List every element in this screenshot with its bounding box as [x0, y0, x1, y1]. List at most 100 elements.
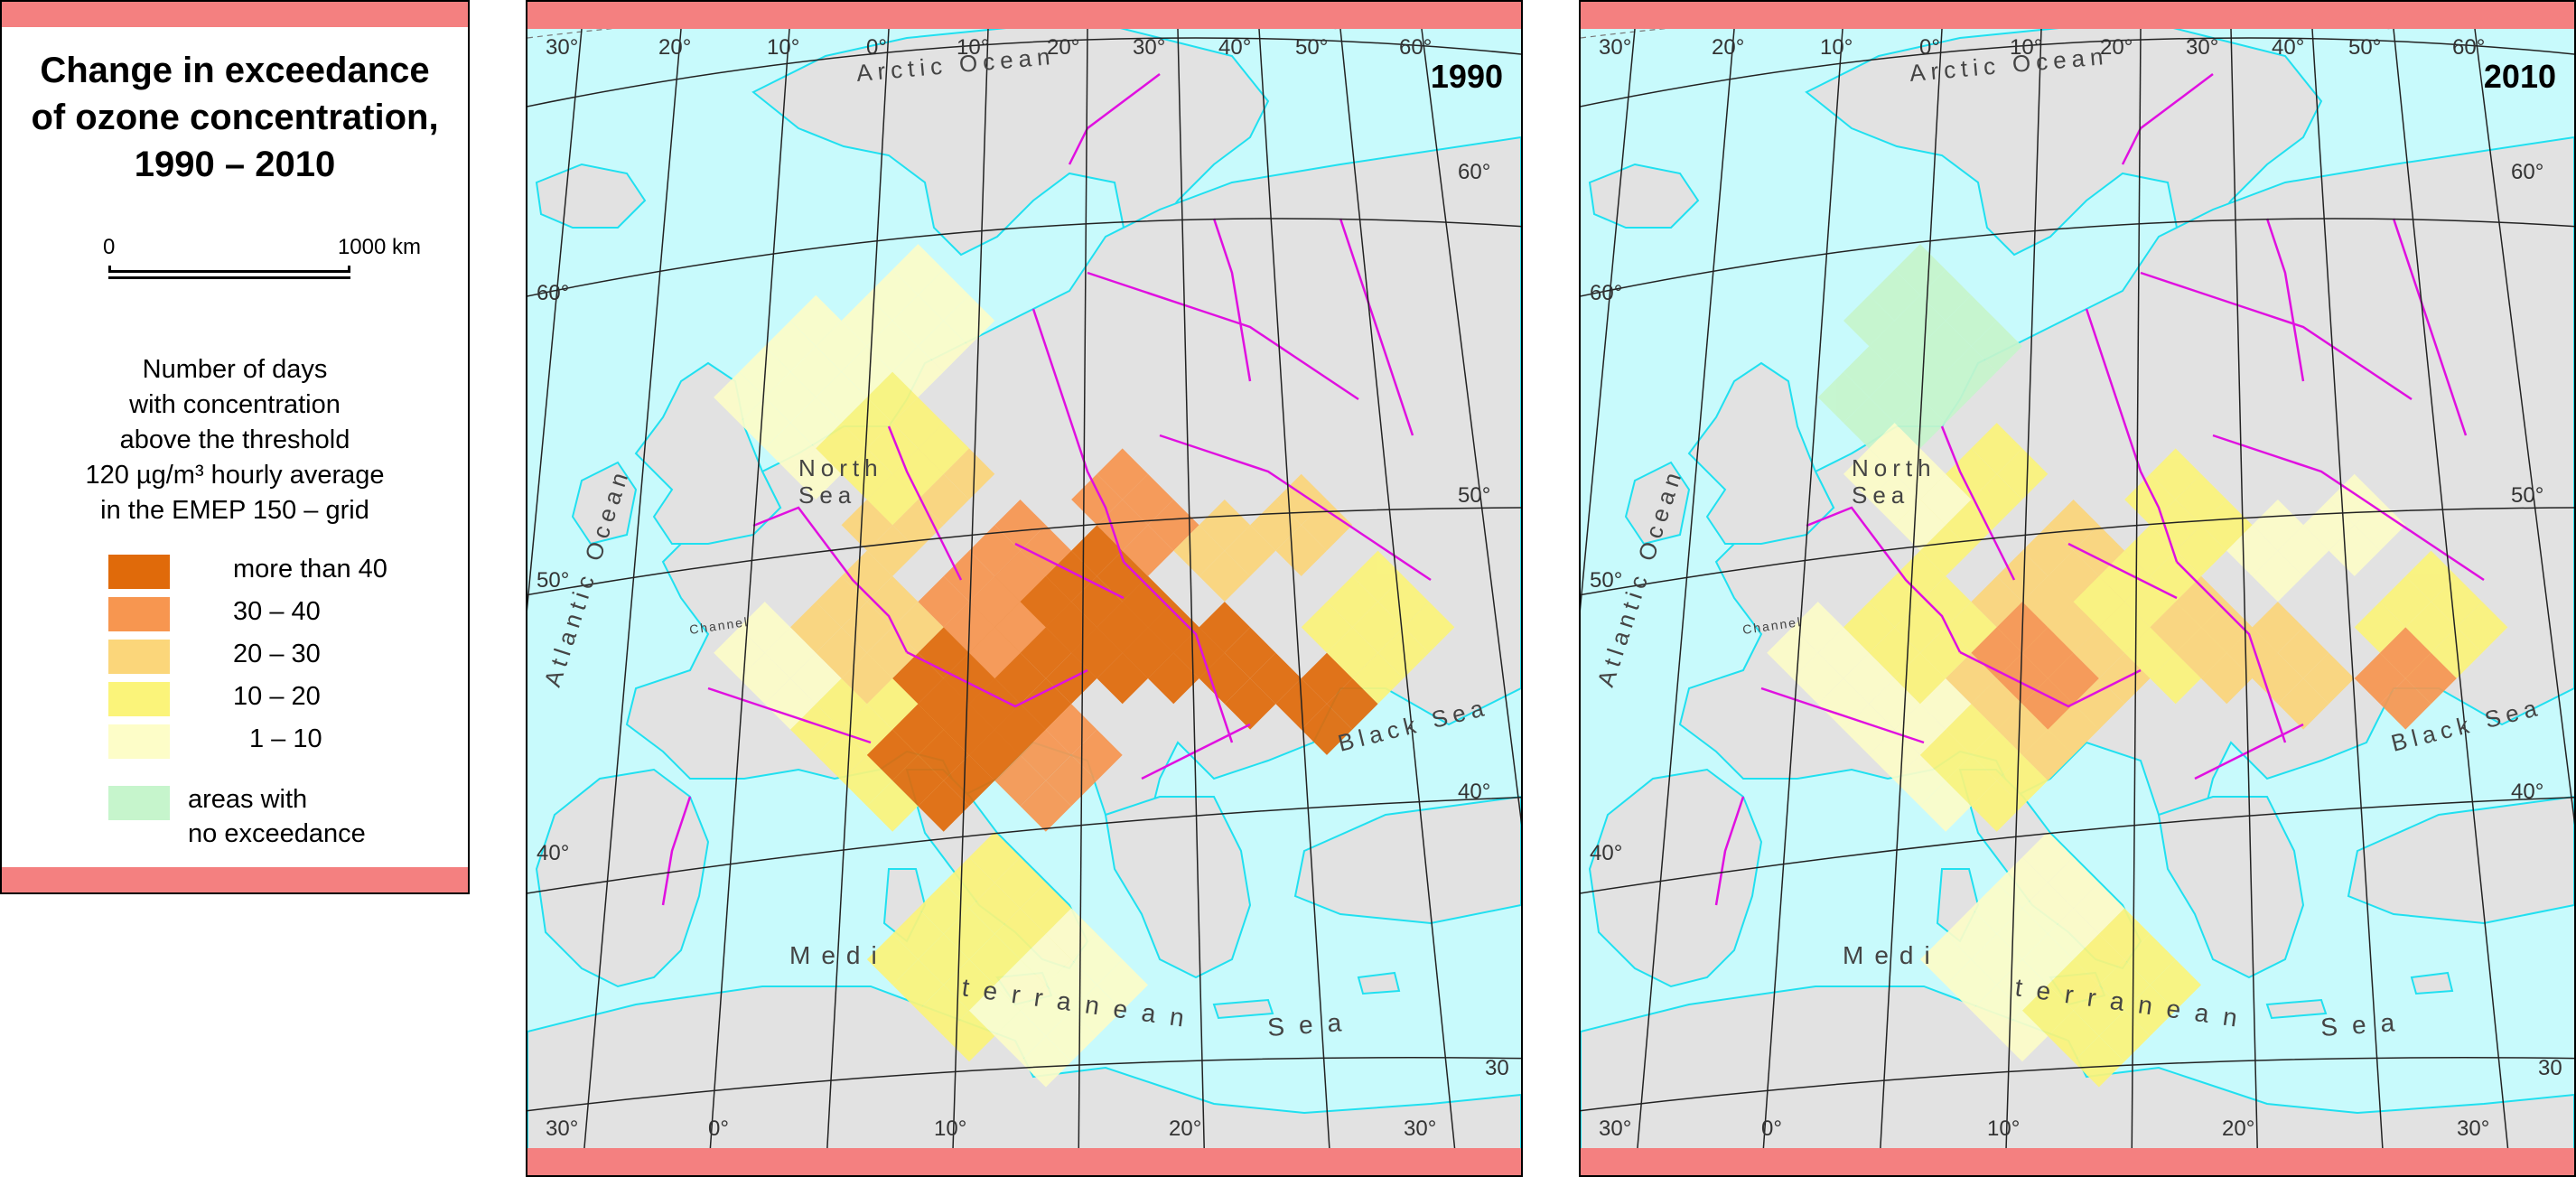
country-border	[1087, 271, 1359, 401]
exceedance-cell	[1020, 933, 1072, 986]
legend-desc-line-1: Number of days	[142, 355, 328, 384]
bottom-longitude-label: 10°	[934, 1116, 966, 1141]
top-longitude-label: 40°	[2272, 35, 2304, 60]
latitude-line	[527, 218, 1521, 297]
meridian-line	[2230, 28, 2259, 1175]
exceedance-cell	[1843, 448, 1895, 500]
landmass	[1588, 163, 1700, 229]
landmass	[1581, 986, 2574, 1175]
latitude-line	[527, 796, 1521, 894]
map-year-label: 1990	[1430, 58, 1503, 95]
meridian-line	[1339, 28, 1459, 1175]
meridian-line	[1760, 28, 1843, 1175]
exceedance-cell	[2252, 602, 2304, 653]
exceedance-cell	[1843, 602, 1895, 653]
meridian-line	[581, 28, 682, 1175]
country-border	[1806, 506, 1962, 653]
meridian-line	[707, 28, 790, 1175]
country-border	[2067, 542, 2178, 600]
country-border	[2194, 723, 2304, 780]
exceedance-cell	[1919, 473, 1972, 526]
scale-bar-line	[108, 266, 350, 273]
country-border	[2176, 561, 2287, 743]
meridian-line	[527, 28, 583, 612]
top-longitude-label: 0°	[1919, 35, 1940, 60]
graticule-layer: 30° 20° 10° 0° 10° 20° 30° 40° 50° 60° 30° 0° 10° 20°…	[527, 12, 1521, 1175]
landmass	[2410, 971, 2454, 995]
exceedance-cell	[2048, 500, 2099, 551]
bottom-longitude-label: 30°	[1599, 1116, 1631, 1141]
latitude-label: 40°	[1590, 841, 1622, 865]
top-longitude-label: 10°	[957, 35, 989, 60]
legend-title-line-1: Change in exceedance	[40, 51, 430, 90]
top-longitude-label: 20°	[2100, 35, 2133, 60]
scale-start-label: 0	[103, 235, 116, 259]
graticule-layer: 30° 20° 10° 0° 10° 20° 30° 40° 50° 60° 30° 0° 10° 20°…	[1581, 12, 2574, 1175]
country-border	[2121, 73, 2214, 165]
exceedance-cell	[1971, 933, 2022, 986]
borders-layer	[1714, 73, 2485, 906]
legend-panel: Change in exceedance of ozone concentrat…	[0, 0, 470, 894]
top-longitude-label: 50°	[1295, 35, 1328, 60]
meridian-line	[2131, 28, 2142, 1175]
exceedance-cell	[1020, 1035, 1072, 1088]
exceedance-cell	[1843, 704, 1895, 755]
exceedance-cell	[2252, 500, 2304, 551]
map-bottom-band	[1581, 1148, 2574, 1175]
meridian-line	[1421, 28, 1521, 826]
latitude-label: 40°	[1458, 780, 1490, 804]
north-sea-label-1: North	[798, 454, 883, 481]
map-panel-1990: 1990 30° 20° 10° 0° 10° 20° 30° 40° 50° 60° 30° 0° 1…	[526, 0, 1523, 1177]
exceedance-cell	[2175, 473, 2227, 526]
meridian-line	[1078, 28, 1088, 1175]
exceedance-cell	[2048, 652, 2099, 705]
legend-description: Number of days with concentration above …	[2, 352, 468, 528]
country-border	[2392, 218, 2468, 436]
bottom-longitude-label: 10°	[1987, 1116, 2020, 1141]
country-border	[752, 506, 909, 653]
map-top-band	[1581, 2, 2574, 29]
europe-map-2010: 30° 20° 10° 0° 10° 20° 30° 40° 50° 60° 30° 0° 10° 20°…	[1581, 2, 2574, 1175]
country-border	[661, 796, 692, 906]
meridian-line	[2004, 28, 2042, 1175]
mediterranean-label-3: Sea	[2319, 1007, 2410, 1042]
legend-no-exceedance-label: areas with no exceedance	[188, 782, 366, 851]
latitude-label: 40°	[537, 841, 569, 865]
bottom-longitude-label: 30°	[2457, 1116, 2489, 1141]
exceedance-cell	[764, 371, 817, 424]
latitude-line	[1581, 1057, 2574, 1112]
exceedance-cell	[816, 321, 867, 372]
bottom-longitude-label: 30°	[546, 1116, 578, 1141]
latitude-line	[1581, 218, 2574, 297]
landmass	[571, 461, 638, 546]
map-top-band	[527, 2, 1521, 29]
exceedance-cell	[1122, 473, 1174, 526]
country-border	[2140, 271, 2413, 401]
latitude-label: 60°	[2511, 160, 2543, 184]
exceedance-cell	[2329, 525, 2380, 576]
legend-desc-line-3: above the threshold	[119, 425, 350, 454]
landmass	[1687, 361, 1835, 545]
top-longitude-label: 30°	[2186, 35, 2218, 60]
scale-end-label: 1000 km	[337, 235, 421, 259]
exceedance-cell	[1971, 423, 2022, 474]
exceedance-cell	[1919, 371, 1972, 424]
top-longitude-label: 10°	[1820, 35, 1853, 60]
legend-swatch	[108, 555, 170, 589]
legend-bottom-band	[2, 867, 468, 892]
exceedance-grid	[714, 244, 1455, 1088]
country-border	[1068, 73, 1161, 165]
top-longitude-label: 40°	[1218, 35, 1251, 60]
legend-swatch	[108, 597, 170, 631]
latitude-label: 50°	[537, 568, 569, 593]
exceedance-cell	[2048, 959, 2099, 1011]
no-exceedance-line-2: no exceedance	[188, 819, 366, 848]
map-year-label: 2010	[2483, 58, 2556, 95]
exceedance-cell	[1919, 269, 1972, 322]
scale-bar-base	[108, 276, 350, 279]
exceedance-cell	[1843, 397, 1895, 449]
legend-class-label: 20 – 30	[233, 640, 321, 668]
map-panel-2010: 2010 30° 20° 10° 0° 10° 20° 30° 40° 50° 60° 30° 0° 1…	[1579, 0, 2576, 1177]
country-border	[906, 650, 1088, 708]
country-border	[1031, 308, 1125, 563]
